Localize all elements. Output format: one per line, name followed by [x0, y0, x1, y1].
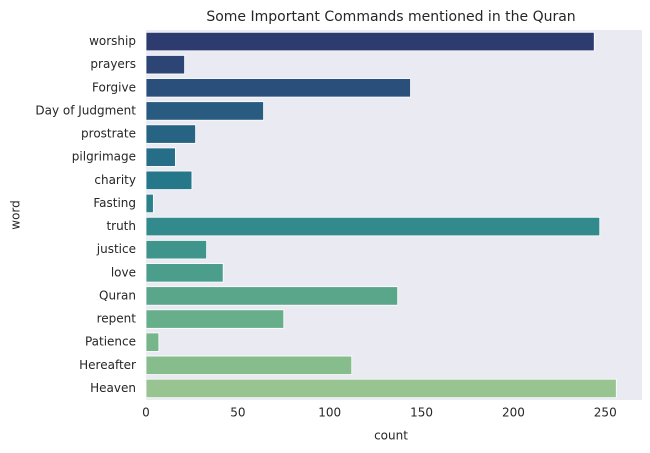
- y-tick-label: Patience: [85, 335, 136, 349]
- y-tick-label: truth: [106, 219, 136, 233]
- y-tick-label: Heaven: [90, 381, 136, 395]
- bar: [145, 124, 196, 144]
- y-tick-label: Day of Judgment: [35, 103, 136, 117]
- bar: [145, 101, 264, 121]
- x-tick-label: 0: [142, 406, 150, 420]
- bar: [145, 286, 399, 306]
- y-tick-label: love: [111, 265, 136, 279]
- y-tick-label: Quran: [99, 288, 136, 302]
- y-tick-label: justice: [96, 242, 136, 256]
- y-tick-label: repent: [97, 312, 137, 326]
- bar: [145, 355, 353, 375]
- bar: [145, 332, 160, 352]
- y-tick-label: Hereafter: [79, 358, 136, 372]
- y-tick-label: worship: [89, 34, 136, 48]
- bar: [145, 170, 193, 190]
- bar: [145, 31, 595, 52]
- x-tick-label: 150: [410, 406, 433, 420]
- y-tick-label: pilgrimage: [72, 150, 136, 164]
- chart-title: Some Important Commands mentioned in the…: [206, 9, 575, 25]
- bar: [145, 240, 208, 260]
- bar: [145, 147, 176, 167]
- y-tick-label: Forgive: [92, 80, 136, 94]
- bar: [145, 309, 285, 329]
- y-tick-label: charity: [94, 173, 136, 187]
- y-tick-label: Fasting: [93, 196, 136, 210]
- bar: [145, 193, 154, 214]
- x-tick-label: 250: [594, 406, 617, 420]
- bar: [145, 378, 617, 399]
- bar: [145, 216, 601, 237]
- x-tick-label: 200: [502, 406, 525, 420]
- y-tick-label: prostrate: [81, 127, 136, 141]
- x-axis-label: count: [374, 429, 408, 443]
- x-tick-label: 50: [230, 406, 245, 420]
- y-axis-label: word: [9, 200, 23, 230]
- y-tick-label: prayers: [90, 57, 136, 71]
- x-tick-label: 100: [318, 406, 341, 420]
- bar: [145, 55, 185, 75]
- bar: [145, 263, 224, 283]
- bar: [145, 78, 411, 98]
